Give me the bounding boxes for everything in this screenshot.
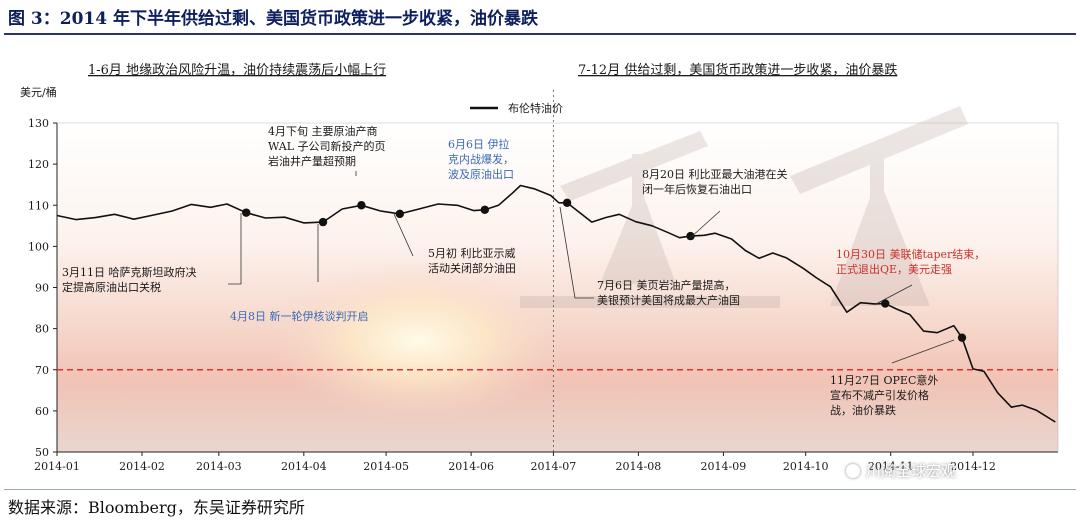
reference-line-layer — [57, 90, 1058, 452]
x-tick-label: 2014-12 — [950, 460, 996, 473]
event-marker — [357, 201, 366, 210]
event-marker — [242, 208, 251, 217]
annotation-leader — [891, 339, 955, 364]
annotation-line: 10月30日 美联储taper结束， — [836, 247, 985, 261]
annotation-leader — [393, 213, 414, 257]
legend: 布伦特油价 — [470, 101, 563, 115]
y-tick-label: 50 — [35, 446, 49, 459]
markers-layer — [242, 198, 967, 342]
y-tick-label: 70 — [35, 364, 49, 377]
x-tick-label: 2014-05 — [363, 460, 409, 473]
annotation-line: 岩油井产量超预期 — [268, 154, 356, 168]
annotation-text: 4月下旬 主要原油产商 WAL 子公司新投产的页岩油井产量超预期 — [268, 124, 386, 168]
annotation-leader — [875, 284, 913, 305]
annotation-line: 波及原油出口 — [448, 167, 514, 181]
annotation-text: 4月8日 新一轮伊核谈判开启 — [230, 309, 369, 323]
annotation-line: 闭一年后恢复石油出口 — [642, 182, 752, 196]
annotation-leader — [689, 210, 721, 239]
y-tick-label: 60 — [35, 405, 49, 418]
y-tick-label: 110 — [28, 199, 49, 212]
series-layer — [56, 184, 1056, 423]
annotation-text: 6月6日 伊拉克内战爆发，波及原油出口 — [448, 137, 514, 181]
phase-labels-layer: 1-6月 地缘政治风险升温，油价持续震荡后小幅上行 7-12月 供给过剩，美国货币… — [88, 62, 897, 78]
annotation-line: 4月8日 新一轮伊核谈判开启 — [230, 309, 369, 323]
plot-background — [57, 123, 1058, 452]
axes-layer: 50 60 70 80 90 100 110 120 130 美元/桶 2014-01 2014-02… — [20, 85, 1059, 473]
annotation-line: 3月11日 哈萨克斯坦政府决 — [62, 265, 197, 279]
event-marker — [480, 205, 490, 214]
annotation-line: 活动关闭部分油田 — [428, 261, 516, 275]
series-line — [56, 184, 1056, 423]
legend-label: 布伦特油价 — [508, 101, 563, 115]
annotation-line: 美银预计美国将成最大产油国 — [597, 293, 740, 307]
y-tick-label: 100 — [28, 240, 49, 253]
annotation-leader — [228, 213, 242, 285]
annotation-line: 11月27日 OPEC意外 — [830, 373, 938, 387]
sunset-glow — [268, 261, 568, 421]
annotation-line: 7月6日 美页岩油产量提高， — [597, 278, 736, 292]
watermark: 川阅全球宏观 — [846, 460, 956, 481]
x-tick-label: 2014-09 — [701, 460, 747, 473]
annotation-line: 6月6日 伊拉 — [448, 137, 510, 151]
x-tick-label: 2014-10 — [783, 460, 829, 473]
annotation-text: 7月6日 美页岩油产量提高，美银预计美国将成最大产油国 — [597, 278, 740, 307]
annotation-line: 宣布不减产引发价格 — [830, 388, 929, 402]
y-tick-label: 90 — [35, 282, 49, 295]
wechat-icon — [846, 464, 860, 478]
annotation-line: 克内战爆发， — [448, 152, 514, 166]
pumpjack-silhouettes — [520, 106, 968, 308]
oil-price-chart: 50 60 70 80 90 100 110 120 130 美元/桶 2014-01 2014-02… — [20, 62, 1059, 473]
phase-label: 1-6月 地缘政治风险升温，油价持续震荡后小幅上行 — [88, 63, 386, 78]
x-tick-label: 2014-06 — [448, 460, 494, 473]
annotation-line: 8月20日 利比亚最大油港在关 — [642, 167, 788, 181]
x-tick-label: 2014-01 — [34, 460, 80, 473]
annotation-text: 3月11日 哈萨克斯坦政府决定提高原油出口关税 — [62, 265, 197, 294]
event-marker — [686, 231, 695, 241]
x-tick-label: 2014-03 — [196, 460, 242, 473]
annotation-line: 5月初 利比亚示威 — [428, 246, 516, 260]
event-marker — [957, 333, 967, 342]
phase-label: 7-12月 供给过剩，美国货币政策进一步收紧，油价暴跌 — [578, 62, 897, 78]
annotation-text: 8月20日 利比亚最大油港在关闭一年后恢复石油出口 — [642, 167, 788, 196]
y-axis-label: 美元/桶 — [20, 85, 57, 99]
event-marker — [318, 217, 328, 227]
x-tick-label: 2014-04 — [281, 460, 327, 473]
title-rule — [4, 33, 1076, 35]
annotation-text: 5月初 利比亚示威活动关闭部分油田 — [428, 246, 516, 275]
annotation-leader — [559, 206, 594, 299]
x-tick-label: 2014-07 — [531, 460, 577, 473]
y-tick-label: 80 — [35, 323, 49, 336]
annotation-line: 4月下旬 主要原油产商 — [268, 124, 378, 138]
watermark-text: 川阅全球宏观 — [866, 462, 957, 480]
event-marker — [395, 209, 405, 219]
y-tick-label: 120 — [28, 158, 49, 171]
event-marker — [562, 198, 572, 207]
source-note: 数据来源：Bloomberg，东吴证券研究所 — [8, 498, 305, 517]
x-tick-label: 2014-08 — [616, 460, 662, 473]
annotation-line: WAL 子公司新投产的页 — [268, 139, 386, 153]
annotation-line: 定提高原油出口关税 — [62, 280, 161, 294]
figure-title: 图 3：2014 年下半年供给过剩、美国货币政策进一步收紧，油价暴跌 — [8, 9, 538, 29]
event-marker — [881, 299, 890, 308]
annotation-text: 11月27日 OPEC意外宣布不减产引发价格战，油价暴跌 — [830, 373, 938, 417]
annotations-layer: 4月下旬 主要原油产商 WAL 子公司新投产的页岩油井产量超预期 6月6日 伊拉克内… — [62, 124, 985, 417]
bottom-rule — [4, 489, 1076, 490]
annotation-text: 10月30日 美联储taper结束，正式退出QE，美元走强 — [836, 247, 985, 276]
x-tick-label: 2014-11 — [868, 460, 914, 473]
annotation-line: 战，油价暴跌 — [830, 403, 896, 417]
y-tick-label: 130 — [28, 117, 49, 130]
x-tick-label: 2014-02 — [119, 460, 165, 473]
annotation-line: 正式退出QE，美元走强 — [836, 262, 952, 276]
